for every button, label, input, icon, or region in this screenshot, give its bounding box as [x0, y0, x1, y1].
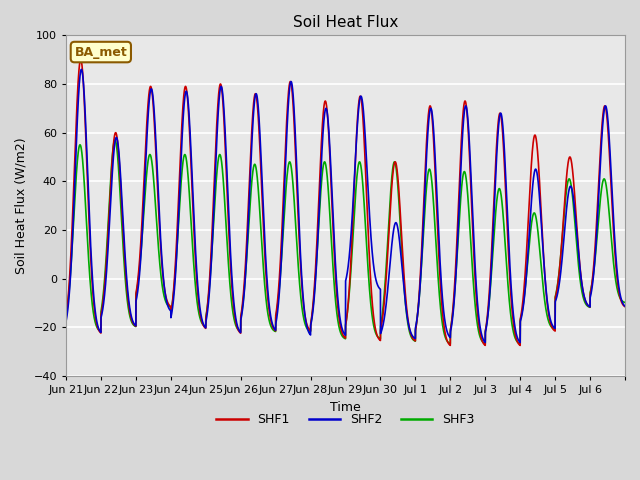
SHF2	[621, 303, 629, 309]
Line: SHF2: SHF2	[66, 70, 625, 342]
SHF1	[178, 118, 186, 124]
SHF2	[62, 318, 70, 324]
Line: SHF1: SHF1	[66, 60, 625, 346]
SHF3	[367, 297, 374, 302]
Y-axis label: Soil Heat Flux (W/m2): Soil Heat Flux (W/m2)	[15, 137, 28, 274]
SHF3	[516, 341, 524, 347]
SHF3	[178, 168, 186, 173]
Title: Soil Heat Flux: Soil Heat Flux	[293, 15, 398, 30]
SHF1	[77, 57, 84, 62]
SHF1	[527, 176, 534, 181]
Legend: SHF1, SHF2, SHF3: SHF1, SHF2, SHF3	[211, 408, 480, 431]
SHF2	[527, 212, 534, 218]
Text: BA_met: BA_met	[74, 46, 127, 59]
SHF3	[527, 229, 534, 235]
SHF3	[111, 137, 119, 143]
SHF1	[499, 135, 507, 141]
SHF1	[621, 304, 629, 310]
SHF2	[396, 246, 404, 252]
X-axis label: Time: Time	[330, 400, 361, 413]
SHF3	[541, 300, 548, 305]
SHF2	[77, 67, 85, 72]
Line: SHF3: SHF3	[66, 140, 625, 344]
SHF2	[541, 274, 548, 279]
SHF2	[516, 339, 524, 345]
SHF3	[621, 300, 629, 305]
SHF2	[499, 125, 507, 131]
SHF2	[178, 135, 186, 141]
SHF2	[367, 225, 374, 231]
SHF3	[396, 223, 404, 228]
SHF3	[62, 313, 70, 319]
SHF3	[499, 210, 507, 216]
SHF1	[62, 313, 70, 319]
SHF1	[396, 211, 404, 216]
SHF1	[516, 343, 524, 348]
SHF1	[367, 272, 374, 278]
SHF1	[541, 274, 548, 280]
